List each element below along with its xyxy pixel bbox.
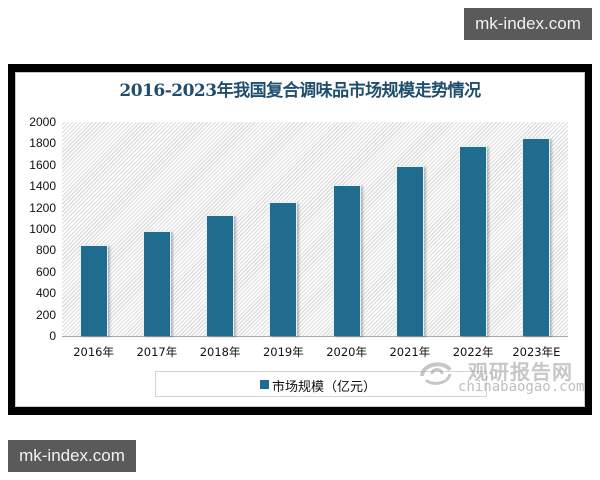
y-tick-label: 200 bbox=[35, 307, 56, 322]
legend-label: 市场规模（亿元） bbox=[272, 380, 377, 395]
bar-2021年 bbox=[395, 166, 424, 336]
bar-2022年 bbox=[459, 145, 488, 336]
logo-chinese: 观研报告网 bbox=[468, 360, 573, 384]
y-tick-label: 600 bbox=[35, 264, 56, 279]
bar-2018年 bbox=[206, 215, 235, 336]
plot-area bbox=[62, 122, 568, 336]
legend-swatch bbox=[260, 380, 269, 389]
x-tick-label: 2016年 bbox=[73, 345, 115, 359]
watermark-bottom: mk-index.com bbox=[8, 440, 136, 472]
bar-2016年 bbox=[79, 245, 108, 336]
y-tick-label: 1000 bbox=[29, 222, 56, 236]
y-tick-label: 800 bbox=[35, 243, 56, 258]
x-tick-label: 2020年 bbox=[326, 345, 368, 359]
y-tick-label: 2000 bbox=[29, 115, 56, 129]
x-tick-label: 2023年E bbox=[512, 345, 561, 359]
x-axis-line bbox=[62, 336, 568, 337]
bar-2019年 bbox=[269, 201, 298, 336]
bar-2017年 bbox=[142, 231, 171, 336]
y-tick-label: 400 bbox=[35, 286, 56, 301]
watermark-top: mk-index.com bbox=[464, 8, 592, 40]
x-tick-label: 2019年 bbox=[262, 345, 304, 359]
x-tick-label: 2017年 bbox=[136, 345, 178, 359]
y-tick-label: 0 bbox=[49, 329, 56, 343]
logo-watermark: 观研报告网 chinabaogao.com bbox=[418, 356, 584, 400]
y-tick-label: 1200 bbox=[29, 200, 56, 215]
chart-title: 2016-2023年我国复合调味品市场规模走势情况 bbox=[119, 81, 481, 101]
y-tick-label: 1600 bbox=[29, 157, 56, 172]
logo-english: chinabaogao.com bbox=[458, 379, 585, 395]
y-tick-label: 1400 bbox=[29, 179, 56, 194]
bar-2023年E bbox=[522, 138, 551, 336]
x-tick-label: 2018年 bbox=[199, 345, 241, 359]
y-tick-label: 1800 bbox=[29, 136, 56, 151]
x-tick-label: 2021年 bbox=[389, 345, 431, 359]
x-tick-label: 2022年 bbox=[452, 345, 494, 359]
bar-2020年 bbox=[332, 184, 361, 336]
swirl-logo-icon bbox=[420, 362, 452, 385]
